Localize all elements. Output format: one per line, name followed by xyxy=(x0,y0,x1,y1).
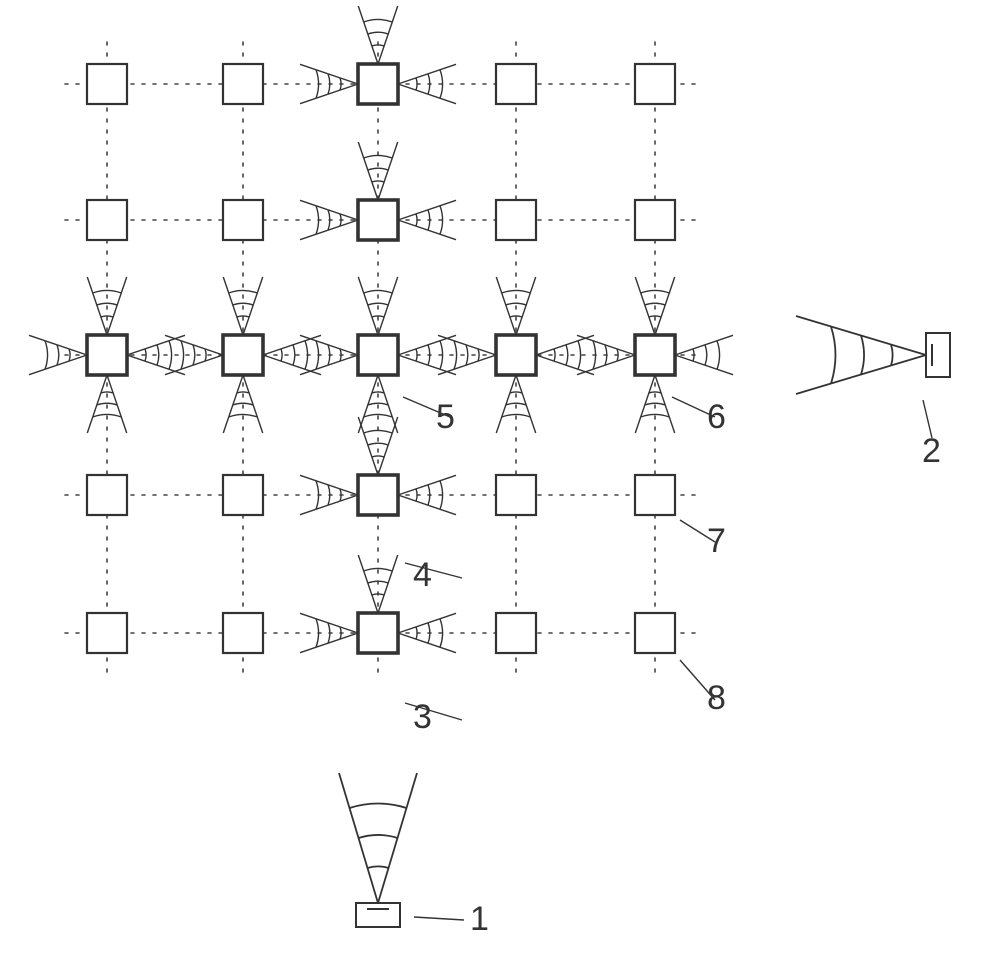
label-7: 7 xyxy=(707,522,726,561)
label-5: 5 xyxy=(436,398,455,437)
label-4: 4 xyxy=(413,556,432,595)
label-6: 6 xyxy=(707,398,726,437)
label-2: 2 xyxy=(922,432,941,471)
label-8: 8 xyxy=(707,679,726,718)
label-3: 3 xyxy=(413,698,432,737)
diagram-stage xyxy=(0,0,1000,975)
label-1: 1 xyxy=(470,900,489,939)
